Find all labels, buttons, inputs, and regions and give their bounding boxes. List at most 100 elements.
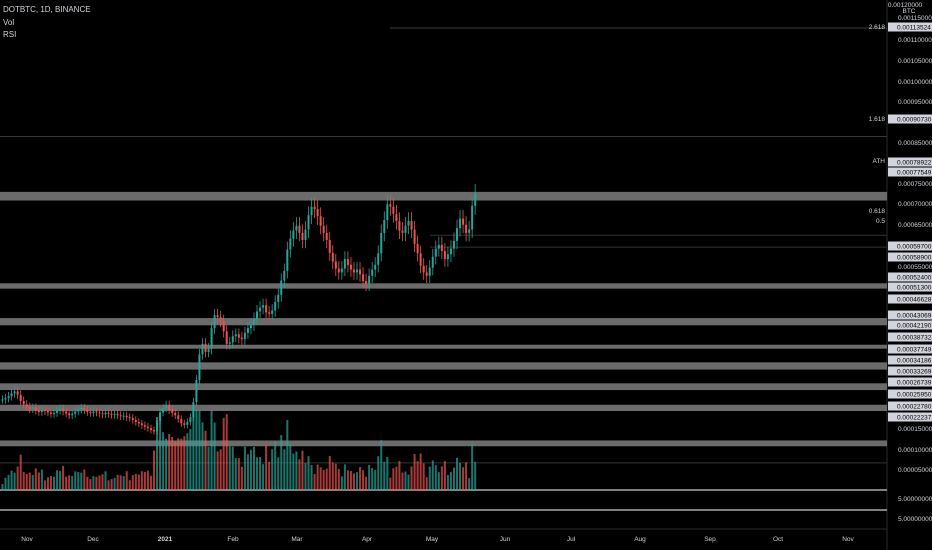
candle-body[interactable] <box>98 412 101 414</box>
candle-body[interactable] <box>331 252 334 262</box>
candle-body[interactable] <box>389 204 392 207</box>
candle-body[interactable] <box>422 265 425 273</box>
candle-body[interactable] <box>401 230 404 233</box>
candle-body[interactable] <box>359 269 362 275</box>
candle-body[interactable] <box>368 275 371 284</box>
candle-body[interactable] <box>280 280 283 295</box>
candle-body[interactable] <box>186 421 189 425</box>
candle-body[interactable] <box>149 428 152 431</box>
candle-body[interactable] <box>446 254 449 260</box>
candle-body[interactable] <box>59 408 62 411</box>
candle-body[interactable] <box>28 406 31 410</box>
candle-body[interactable] <box>252 318 255 325</box>
candle-body[interactable] <box>325 232 328 241</box>
candle-body[interactable] <box>319 216 322 226</box>
candle-body[interactable] <box>113 413 116 415</box>
candle-body[interactable] <box>234 334 237 337</box>
candle-body[interactable] <box>334 261 337 269</box>
candle-body[interactable] <box>40 410 43 412</box>
candle-body[interactable] <box>4 398 7 400</box>
candle-body[interactable] <box>119 415 122 417</box>
candle-body[interactable] <box>456 228 458 241</box>
candle-body[interactable] <box>168 404 171 411</box>
candle-body[interactable] <box>110 413 113 415</box>
candle-body[interactable] <box>189 417 192 422</box>
candle-body[interactable] <box>404 225 407 233</box>
candle-body[interactable] <box>474 193 477 206</box>
candle-body[interactable] <box>16 391 19 395</box>
candle-body[interactable] <box>204 343 207 352</box>
candle-body[interactable] <box>434 248 437 257</box>
candle-body[interactable] <box>101 413 104 415</box>
candle-body[interactable] <box>137 421 140 424</box>
candle-body[interactable] <box>31 407 34 410</box>
candle-body[interactable] <box>386 204 389 221</box>
candle-body[interactable] <box>301 232 304 241</box>
candle-body[interactable] <box>371 269 374 276</box>
candle-body[interactable] <box>431 256 434 268</box>
candle-body[interactable] <box>243 332 246 340</box>
candle-body[interactable] <box>398 220 401 231</box>
candle-body[interactable] <box>313 206 316 210</box>
candle-body[interactable] <box>256 311 259 319</box>
candle-body[interactable] <box>43 410 46 412</box>
candle-body[interactable] <box>174 412 177 416</box>
candle-body[interactable] <box>140 423 143 426</box>
candle-body[interactable] <box>116 413 119 416</box>
candle-body[interactable] <box>346 259 349 265</box>
candle-body[interactable] <box>465 224 468 233</box>
candle-body[interactable] <box>198 354 201 381</box>
candle-body[interactable] <box>177 415 180 420</box>
candle-body[interactable] <box>380 232 383 254</box>
candle-body[interactable] <box>22 400 25 405</box>
candle-body[interactable] <box>86 410 89 412</box>
candle-body[interactable] <box>337 268 340 273</box>
candle-body[interactable] <box>328 240 331 253</box>
candle-body[interactable] <box>413 229 416 244</box>
candle-body[interactable] <box>440 244 443 251</box>
candle-body[interactable] <box>225 331 228 344</box>
candle-body[interactable] <box>71 413 74 416</box>
candle-body[interactable] <box>298 225 301 233</box>
candle-body[interactable] <box>471 205 474 230</box>
candle-body[interactable] <box>183 423 186 425</box>
candle-body[interactable] <box>34 407 37 411</box>
candle-body[interactable] <box>395 213 398 221</box>
candle-body[interactable] <box>134 420 137 422</box>
candle-body[interactable] <box>262 305 265 308</box>
candle-body[interactable] <box>125 415 128 418</box>
candle-body[interactable] <box>277 294 280 302</box>
candle-body[interactable] <box>289 238 292 250</box>
candle-body[interactable] <box>213 315 216 329</box>
candle-body[interactable] <box>307 215 310 230</box>
candle-body[interactable] <box>286 249 289 271</box>
candle-body[interactable] <box>95 411 98 413</box>
candle-body[interactable] <box>77 409 80 412</box>
candle-body[interactable] <box>13 391 16 394</box>
candle-body[interactable] <box>452 240 455 249</box>
candle-body[interactable] <box>340 268 343 273</box>
candle-body[interactable] <box>153 430 155 432</box>
candle-body[interactable] <box>459 218 462 229</box>
candle-body[interactable] <box>419 253 422 266</box>
candle-body[interactable] <box>62 408 65 412</box>
rsi-indicator-label[interactable]: RSI <box>3 30 17 39</box>
candle-body[interactable] <box>407 220 410 226</box>
candle-body[interactable] <box>449 248 452 255</box>
candle-body[interactable] <box>437 244 440 249</box>
candle-body[interactable] <box>428 267 431 276</box>
candle-body[interactable] <box>74 411 77 414</box>
candle-body[interactable] <box>316 209 319 217</box>
candle-body[interactable] <box>219 317 222 321</box>
candle-body[interactable] <box>53 412 56 414</box>
candle-body[interactable] <box>162 408 165 413</box>
candle-body[interactable] <box>192 401 195 418</box>
candle-body[interactable] <box>195 380 198 402</box>
candle-body[interactable] <box>7 396 10 399</box>
candle-body[interactable] <box>271 310 274 314</box>
candle-body[interactable] <box>68 413 71 416</box>
candle-body[interactable] <box>343 259 346 269</box>
candle-body[interactable] <box>92 411 95 413</box>
candle-body[interactable] <box>122 415 125 417</box>
